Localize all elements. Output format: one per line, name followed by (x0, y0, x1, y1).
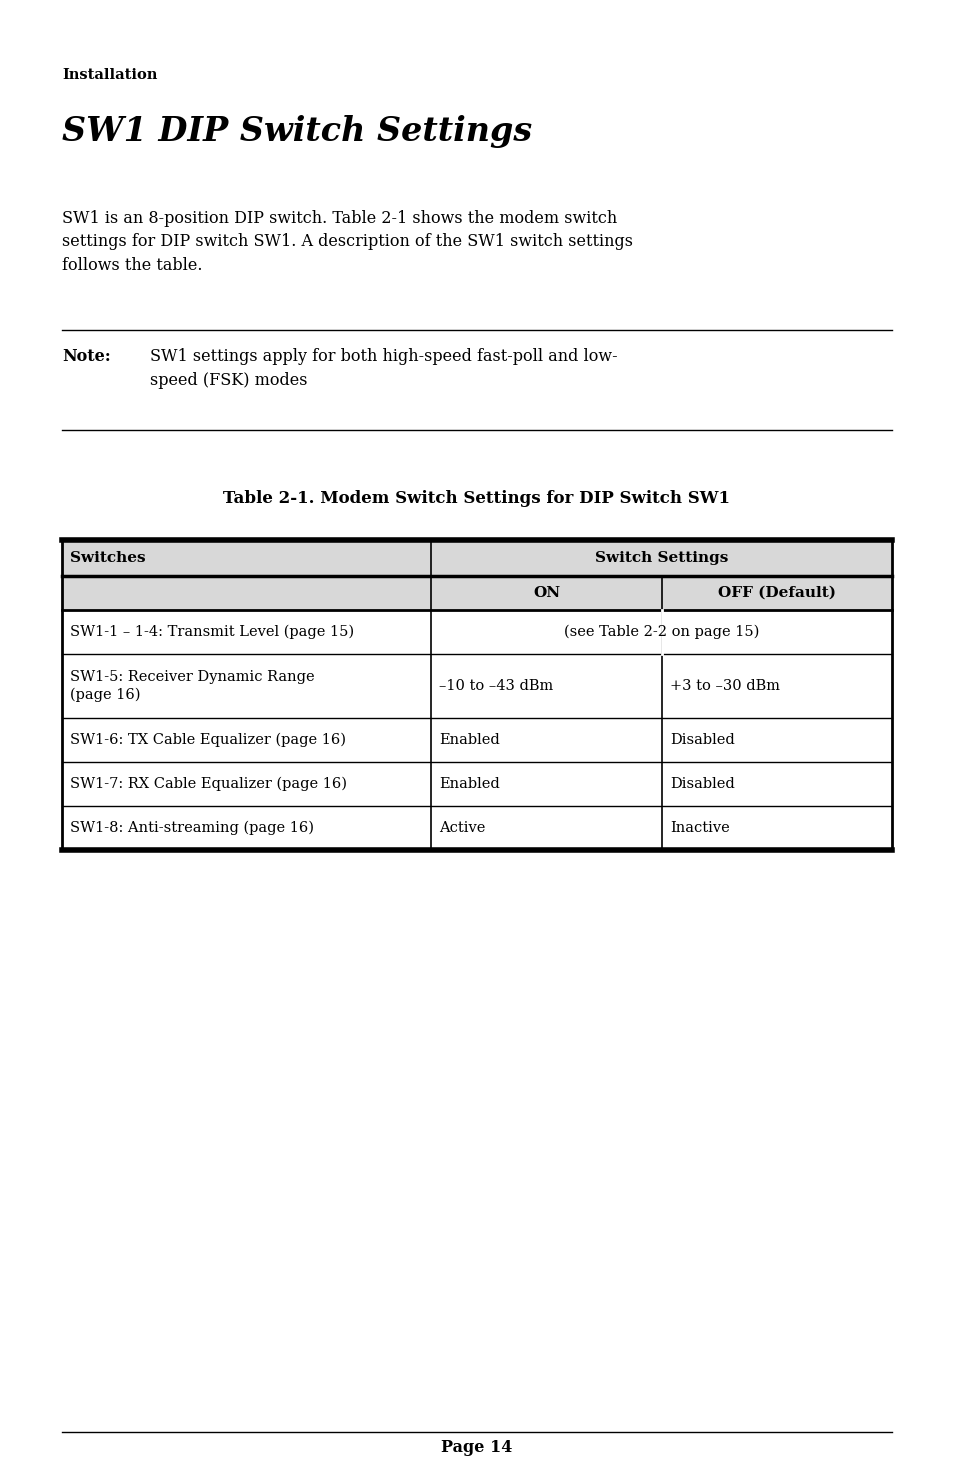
Text: OFF (Default): OFF (Default) (718, 586, 835, 600)
Text: SW1-6: TX Cable Equalizer (page 16): SW1-6: TX Cable Equalizer (page 16) (70, 733, 346, 748)
Text: (see Table 2-2 on page 15): (see Table 2-2 on page 15) (563, 625, 759, 639)
Text: Disabled: Disabled (669, 777, 734, 791)
Text: +3 to –30 dBm: +3 to –30 dBm (669, 678, 780, 693)
Text: Table 2-1. Modem Switch Settings for DIP Switch SW1: Table 2-1. Modem Switch Settings for DIP… (223, 490, 730, 507)
Text: Inactive: Inactive (669, 822, 729, 835)
Text: Enabled: Enabled (439, 777, 499, 791)
Bar (62, 540, 891, 577)
Text: Switches: Switches (70, 552, 146, 565)
Text: Installation: Installation (62, 68, 157, 83)
Text: Active: Active (439, 822, 485, 835)
Text: Switch Settings: Switch Settings (595, 552, 727, 565)
Text: Enabled: Enabled (439, 733, 499, 746)
Text: Disabled: Disabled (669, 733, 734, 746)
Text: SW1 DIP Switch Settings: SW1 DIP Switch Settings (62, 115, 532, 148)
Text: SW1 is an 8-position DIP switch. Table 2-1 shows the modem switch
settings for D: SW1 is an 8-position DIP switch. Table 2… (62, 209, 633, 274)
Text: –10 to –43 dBm: –10 to –43 dBm (439, 678, 553, 693)
Text: SW1-7: RX Cable Equalizer (page 16): SW1-7: RX Cable Equalizer (page 16) (70, 777, 347, 791)
Text: SW1-1 – 1-4: Transmit Level (page 15): SW1-1 – 1-4: Transmit Level (page 15) (70, 625, 354, 639)
Text: SW1-8: Anti-streaming (page 16): SW1-8: Anti-streaming (page 16) (70, 820, 314, 835)
Text: SW1-5: Receiver Dynamic Range
(page 16): SW1-5: Receiver Dynamic Range (page 16) (70, 670, 314, 702)
Text: Note:: Note: (62, 348, 111, 364)
Text: SW1 settings apply for both high-speed fast-poll and low-
speed (FSK) modes: SW1 settings apply for both high-speed f… (150, 348, 617, 389)
Bar (62, 577, 891, 611)
Text: Page 14: Page 14 (441, 1440, 512, 1456)
Text: ON: ON (533, 586, 559, 600)
